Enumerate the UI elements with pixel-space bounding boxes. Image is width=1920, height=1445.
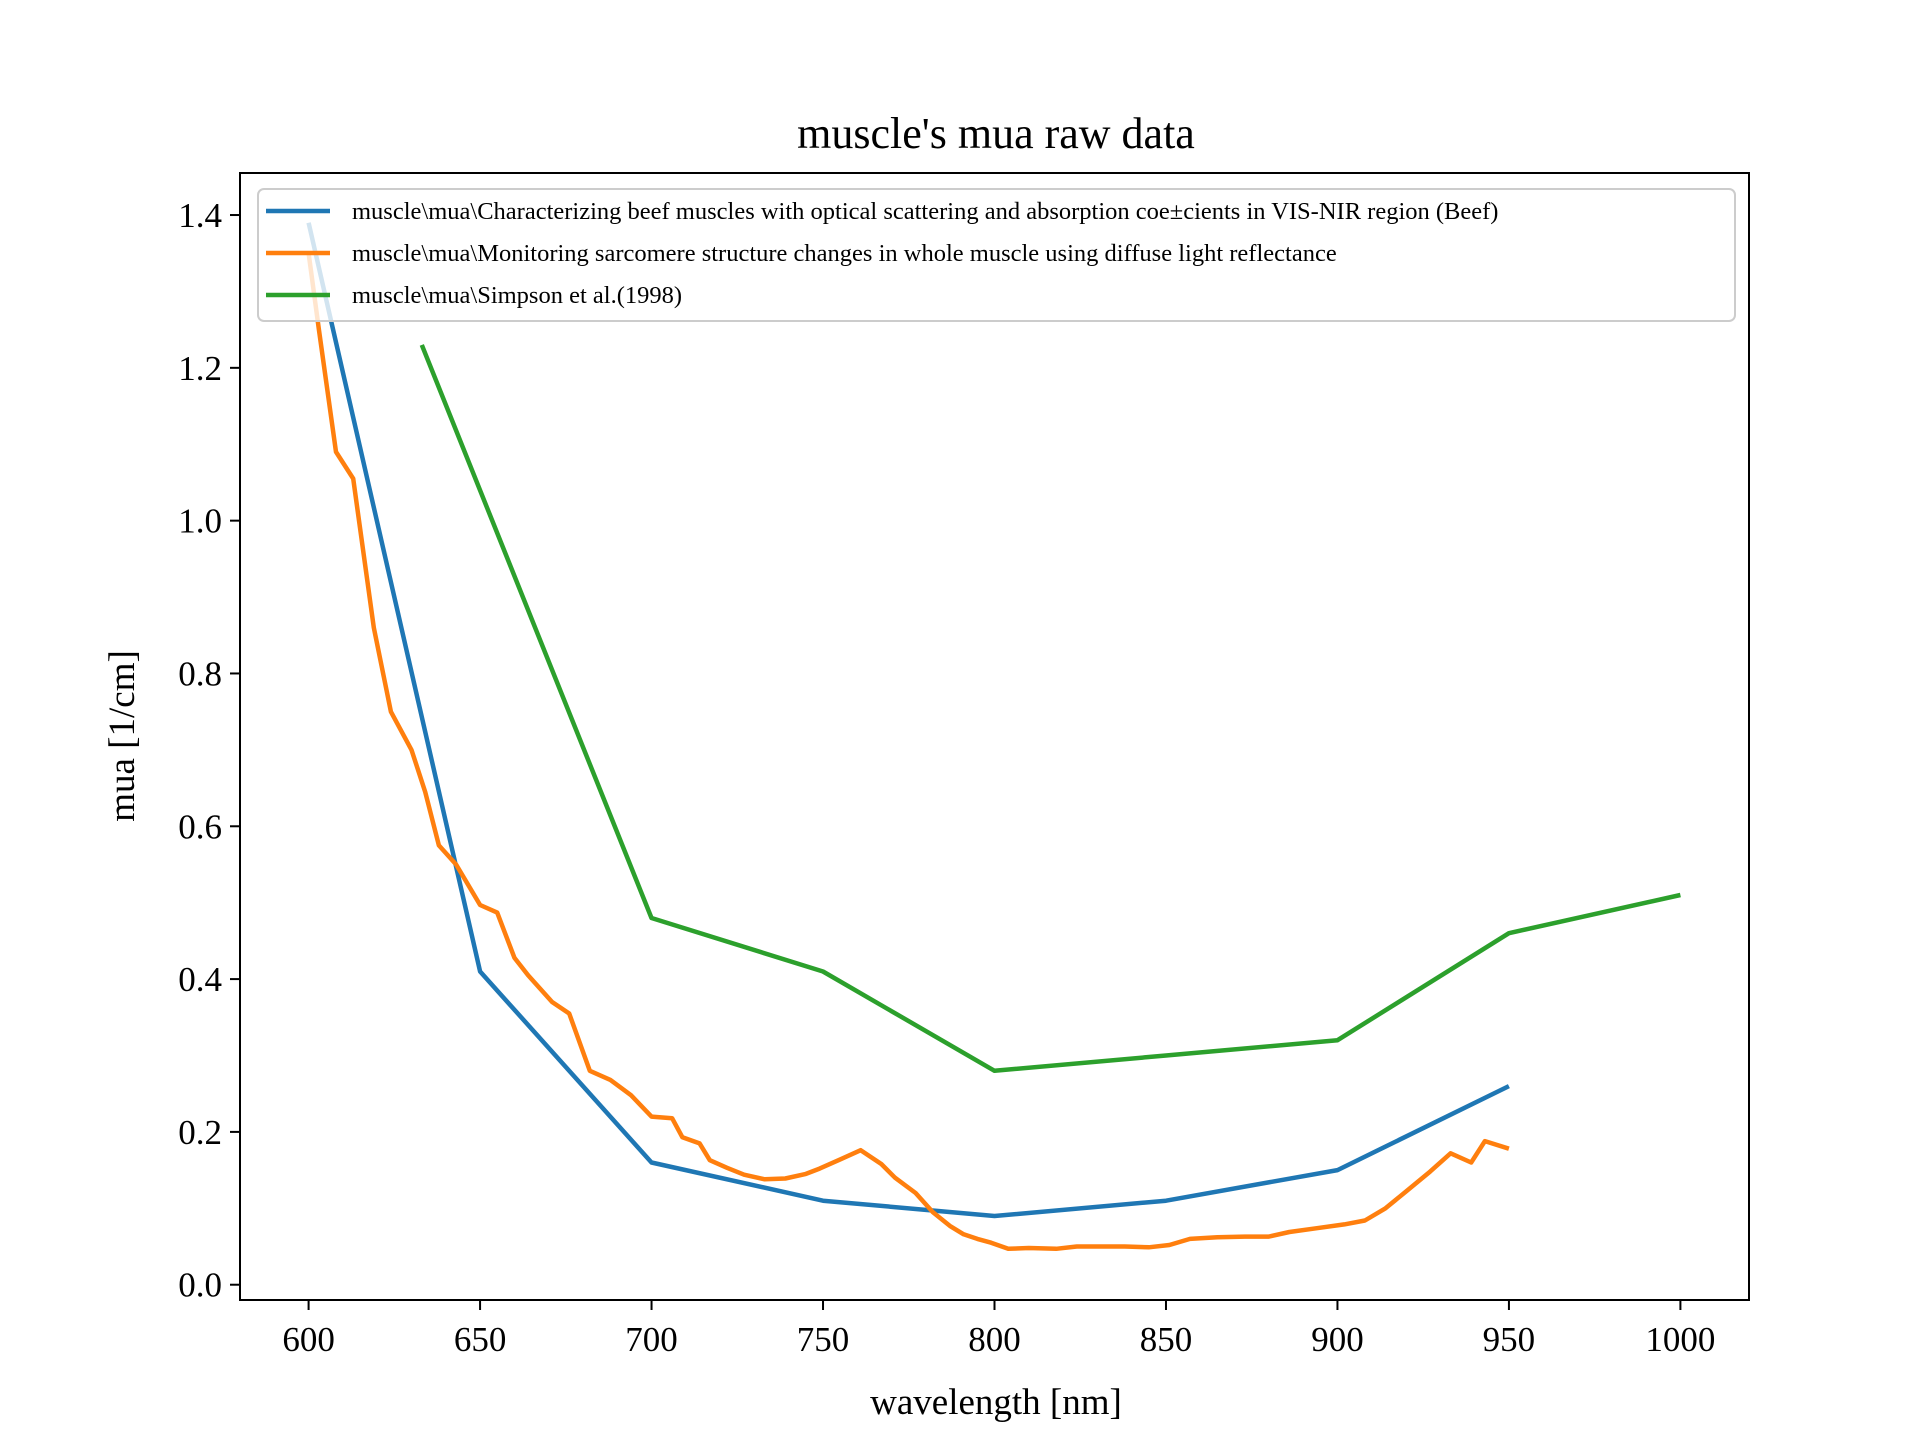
- y-tick-label: 1.4: [178, 196, 222, 235]
- y-tick-label: 0.8: [178, 654, 222, 693]
- x-tick-label: 1000: [1645, 1320, 1715, 1359]
- y-tick-label: 0.4: [178, 960, 222, 999]
- legend: muscle\mua\Characterizing beef muscles w…: [258, 189, 1735, 321]
- y-tick-label: 1.0: [178, 502, 222, 541]
- x-tick-label: 850: [1140, 1320, 1193, 1359]
- x-tick-label: 600: [282, 1320, 335, 1359]
- x-tick-label: 950: [1483, 1320, 1536, 1359]
- y-axis-label: mua [1/cm]: [102, 650, 143, 822]
- chart-title: muscle's mua raw data: [797, 109, 1195, 158]
- x-tick-label: 750: [797, 1320, 850, 1359]
- x-tick-label: 900: [1311, 1320, 1364, 1359]
- y-tick-label: 0.2: [178, 1113, 222, 1152]
- legend-label-1: muscle\mua\Characterizing beef muscles w…: [352, 198, 1498, 225]
- legend-label-3: muscle\mua\Simpson et al.(1998): [352, 282, 682, 309]
- y-tick-label: 0.0: [178, 1266, 222, 1305]
- x-tick-label: 650: [454, 1320, 507, 1359]
- legend-label-2: muscle\mua\Monitoring sarcomere structur…: [352, 240, 1337, 267]
- x-tick-label: 700: [625, 1320, 678, 1359]
- y-tick-label: 0.6: [178, 807, 222, 846]
- y-tick-label: 1.2: [178, 349, 222, 388]
- x-tick-label: 800: [968, 1320, 1021, 1359]
- x-axis-label: wavelength [nm]: [870, 1382, 1122, 1423]
